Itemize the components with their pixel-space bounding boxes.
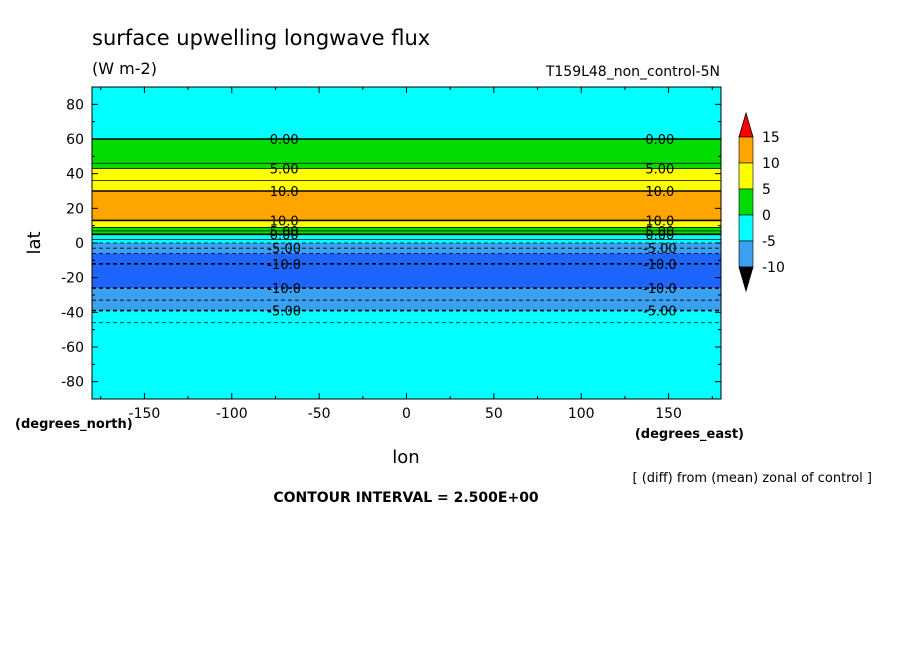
latitude-band [92, 139, 721, 164]
latitude-bands [92, 87, 721, 399]
contour-label: 5.00 [645, 162, 674, 177]
y-tick-label: -40 [61, 305, 84, 321]
x-tick-label: -50 [308, 406, 331, 422]
x-tick-label: 0 [402, 406, 411, 422]
x-tick-label: 150 [655, 406, 682, 422]
latitude-band [92, 243, 721, 254]
y-tick-label: 0 [75, 236, 84, 252]
contour-label: -10.0 [643, 282, 677, 297]
latitude-band [92, 168, 721, 181]
colorbar: 15 10 5 0 -5 -10 [738, 111, 785, 293]
contour-label: 5.00 [645, 225, 674, 240]
x-axis-label: lon [392, 447, 419, 468]
latitude-band [92, 253, 721, 289]
axes: 80 60 40 20 0 -20 -40 -60 -80 -150 -100 -50 0 50 100 15… [61, 86, 721, 422]
colorbar-segment [738, 188, 754, 216]
contour-label: 0.00 [270, 133, 299, 148]
contour-label: 5.00 [270, 225, 299, 240]
contour-label: -5.00 [267, 242, 301, 257]
y-tick-label: -60 [61, 340, 84, 356]
x-tick-label: -100 [216, 406, 248, 422]
contour-label: 5.00 [270, 162, 299, 177]
contour-label: -5.00 [267, 305, 301, 320]
y-tick-label: 60 [66, 132, 84, 148]
contour-label: -10.0 [267, 258, 301, 273]
contour-label: 0.00 [645, 228, 674, 243]
chart-title: surface upwelling longwave flux [92, 26, 430, 50]
colorbar-label: 15 [762, 130, 780, 146]
y-units-label: (degrees_north) [15, 417, 133, 432]
y-tick-label: 20 [66, 201, 84, 217]
contour-label: -5.00 [643, 305, 677, 320]
contour-label: 0.00 [645, 133, 674, 148]
colorbar-label: 10 [762, 156, 780, 172]
contour-label: 0.00 [270, 228, 299, 243]
colorbar-segment [738, 240, 754, 268]
y-axis-label: lat [24, 231, 45, 254]
latitude-band [92, 191, 721, 221]
contour-interval: CONTOUR INTERVAL = 2.500E+00 [273, 490, 539, 506]
x-tick-label: 50 [485, 406, 503, 422]
experiment-label: T159L48_non_control-5N [545, 64, 720, 80]
contour-label: 10.0 [645, 214, 674, 229]
contour-label: -5.00 [643, 242, 677, 257]
colorbar-arrow-bottom [738, 266, 754, 293]
contour-label: -10.0 [643, 258, 677, 273]
colorbar-segment [738, 162, 754, 190]
colorbar-label: -10 [762, 260, 785, 276]
y-tick-label: -20 [61, 271, 84, 287]
latitude-band [92, 163, 721, 169]
contour-label: -10.0 [267, 282, 301, 297]
latitude-band [92, 180, 721, 191]
x-tick-label: 100 [568, 406, 595, 422]
colorbar-segment [738, 214, 754, 242]
colorbar-label: -5 [762, 234, 776, 250]
y-tick-label: 40 [66, 167, 84, 183]
latitude-band [92, 310, 721, 399]
contour-label: 10.0 [270, 185, 299, 200]
colorbar-label: 5 [762, 182, 771, 198]
y-tick-label: 80 [66, 97, 84, 113]
latitude-band [92, 220, 721, 228]
y-tick-label: -80 [61, 375, 84, 391]
x-tick-label: -150 [129, 406, 161, 422]
latitude-band [92, 87, 721, 139]
contour-label: 10.0 [645, 185, 674, 200]
units-label: (W m-2) [92, 59, 157, 78]
contour-label: 10.0 [270, 214, 299, 229]
colorbar-segment [738, 136, 754, 164]
latitude-band [92, 234, 721, 243]
colorbar-label: 0 [762, 208, 771, 224]
x-units-label: (degrees_east) [635, 427, 744, 442]
latitude-band [92, 288, 721, 311]
contour-lines [92, 138, 721, 324]
comparison-note: [ (diff) from (mean) zonal of control ] [633, 471, 872, 486]
